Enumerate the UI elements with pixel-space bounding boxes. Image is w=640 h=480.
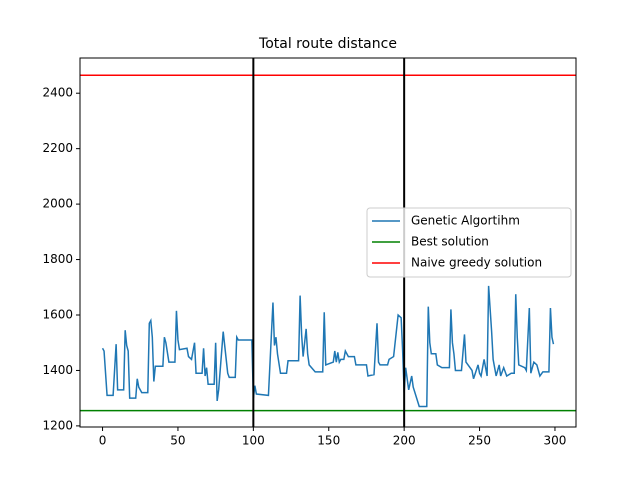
legend-label: Best solution (411, 235, 489, 249)
legend-label: Naive greedy solution (411, 256, 542, 270)
legend-box (366, 207, 572, 278)
x-tick-label: 0 (99, 434, 107, 448)
chart-title: Total route distance (258, 36, 397, 52)
y-tick-label: 1400 (42, 363, 73, 377)
y-tick-label: 1200 (42, 418, 73, 432)
series-line (101, 285, 555, 408)
y-tick-label: 2400 (42, 86, 73, 100)
y-tick-label: 1800 (42, 252, 73, 266)
x-tick-label: 50 (170, 434, 185, 448)
x-tick-label: 150 (317, 434, 340, 448)
x-tick-label: 250 (468, 434, 491, 448)
y-tick-label: 1600 (42, 307, 73, 321)
legend-label: Genetic Algortihm (411, 214, 520, 228)
x-tick-label: 300 (544, 434, 567, 448)
axes-frame (79, 57, 577, 428)
y-tick-label: 2200 (42, 141, 73, 155)
x-tick-label: 100 (242, 434, 265, 448)
x-tick-label: 200 (393, 434, 416, 448)
y-tick-label: 2000 (42, 197, 73, 211)
